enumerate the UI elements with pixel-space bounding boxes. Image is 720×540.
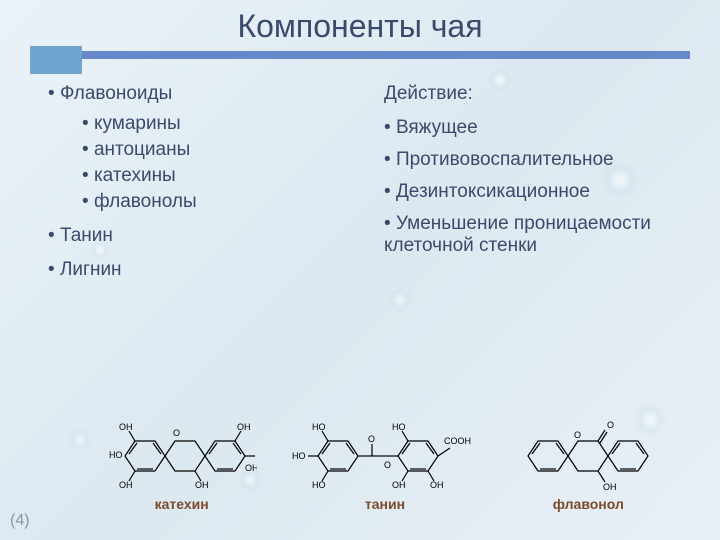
svg-text:OH: OH [119,422,133,432]
svg-text:O: O [574,430,581,440]
list-item: Дезинтоксикационное [384,181,690,203]
structure-flavonol: O O OH флавонол [513,416,663,512]
molecule-icon: HO HO HO O O HO COOH OH OH [290,416,480,494]
svg-text:OH: OH [195,480,209,490]
svg-text:HO: HO [292,451,306,461]
svg-text:COOH: COOH [444,436,471,446]
page-title: Компоненты чая [0,8,720,45]
svg-text:HO: HO [312,422,326,432]
list-item: Лигнин [48,259,354,281]
list-subitem: кумарины [82,113,354,135]
svg-text:OH: OH [237,422,251,432]
svg-text:O: O [173,428,180,438]
svg-text:OH: OH [430,480,444,490]
list-item: Вяжущее [384,117,690,139]
svg-text:HO: HO [312,480,326,490]
svg-text:HO: HO [109,450,123,460]
svg-text:OH: OH [603,482,617,492]
structure-tannin: HO HO HO O O HO COOH OH OH танин [290,416,480,512]
molecule-icon: HO OH OH O OH OH OH [107,416,257,494]
structures-row: HO OH OH O OH OH OH катехин [0,416,720,512]
structure-caption: катехин [107,496,257,512]
accent-square [30,46,82,74]
list-item: Танин [48,225,354,247]
right-column: Действие: Вяжущее Противовоспалительное … [384,83,690,289]
structure-caption: флавонол [513,496,663,512]
svg-text:O: O [384,460,391,470]
list-subitem: антоцианы [82,139,354,161]
effects-heading: Действие: [384,83,690,105]
svg-text:HO: HO [392,422,406,432]
list-item: Противовоспалительное [384,149,690,171]
structure-catechin: HO OH OH O OH OH OH катехин [107,416,257,512]
svg-text:OH: OH [245,463,257,473]
svg-text:O: O [368,434,375,444]
molecule-icon: O O OH [513,416,663,494]
structure-caption: танин [290,496,480,512]
content-columns: Флавоноиды кумарины антоцианы катехины ф… [0,59,720,289]
title-block: Компоненты чая [0,0,720,59]
page-number: (4) [10,512,30,530]
list-subitem: катехины [82,165,354,187]
svg-text:O: O [607,420,614,430]
left-column: Флавоноиды кумарины антоцианы катехины ф… [48,83,354,289]
svg-text:OH: OH [392,480,406,490]
accent-bar [30,51,690,59]
list-item: Флавоноиды [48,83,354,105]
list-subitem: флавонолы [82,191,354,213]
svg-text:OH: OH [119,480,133,490]
list-item: Уменьшение проницаемости клеточной стенк… [384,213,690,257]
